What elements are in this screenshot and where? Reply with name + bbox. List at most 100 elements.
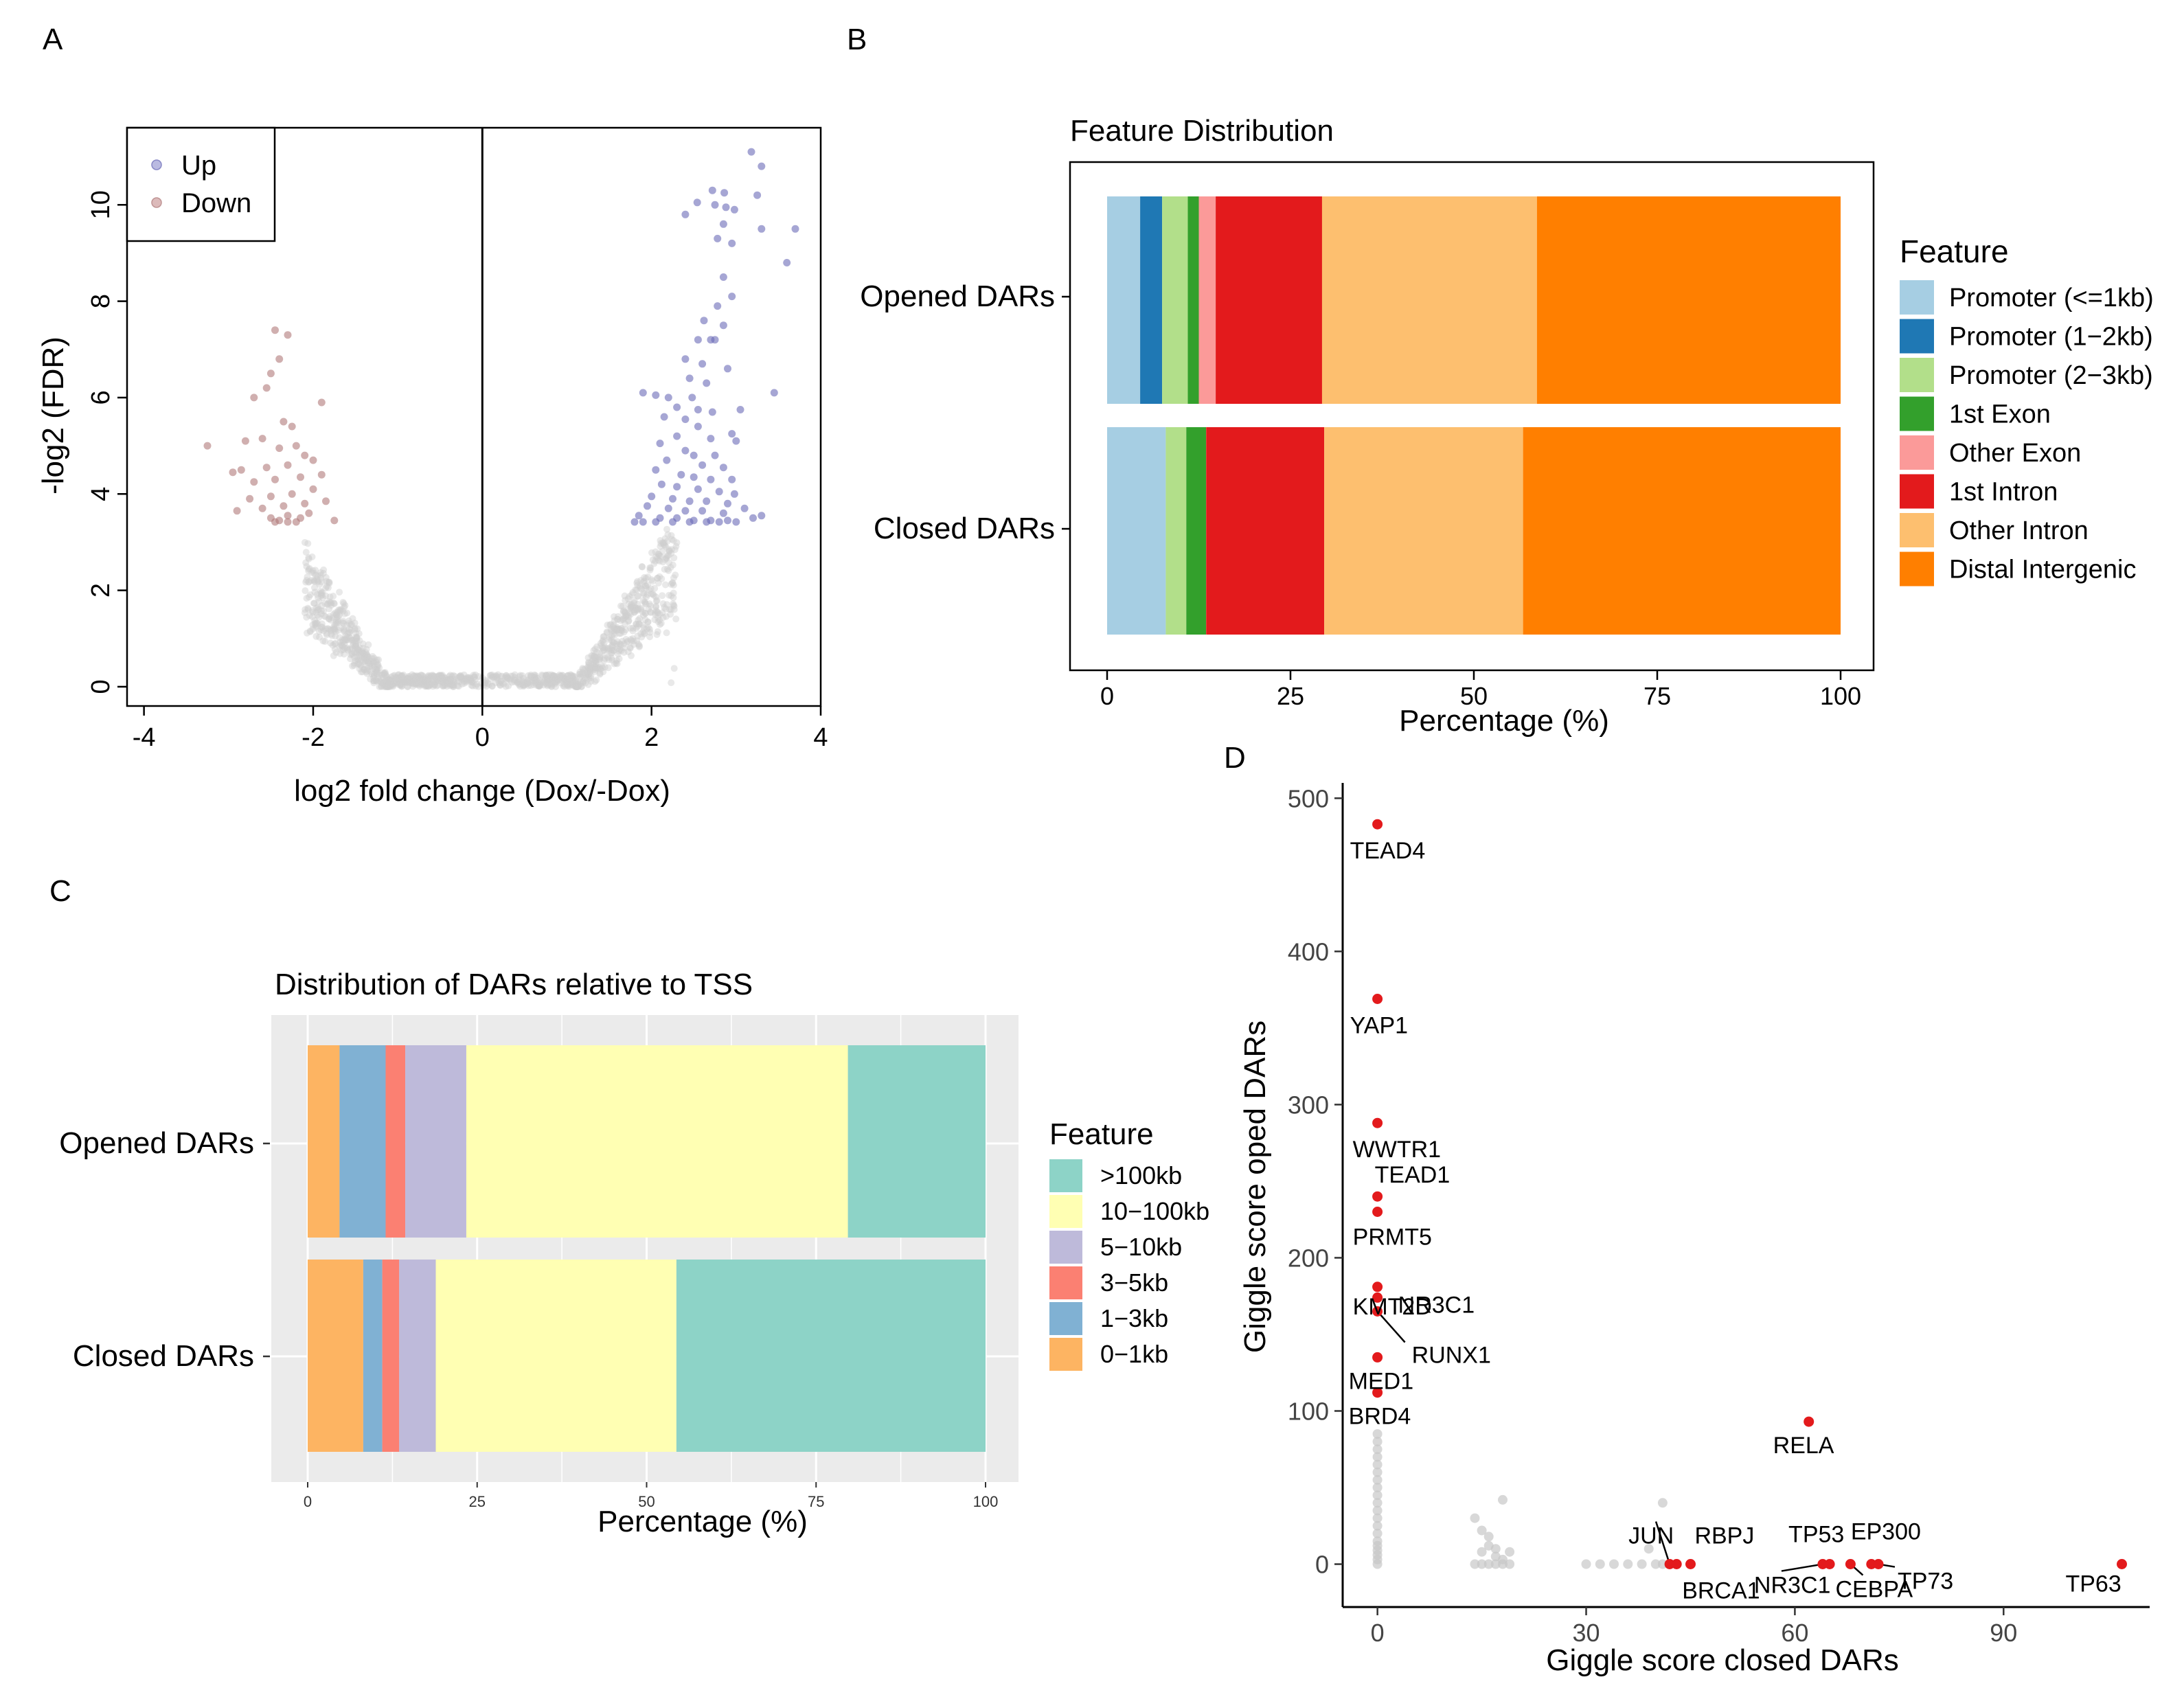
- volcano-point-ns: [522, 679, 529, 687]
- volcano-point-ns: [412, 680, 420, 687]
- volcano-point-ns: [438, 679, 446, 685]
- volcano-point-ns: [641, 610, 649, 617]
- volcano-point-down: [258, 435, 266, 443]
- volcano-point-down: [271, 475, 279, 483]
- volcano-point-ns: [327, 599, 334, 606]
- volcano-point-ns: [553, 679, 560, 686]
- volcano-point-ns: [380, 669, 387, 676]
- volcano-point-ns: [409, 679, 416, 686]
- volcano-point-ns: [573, 683, 581, 690]
- giggle-point-label: MED1: [1349, 1368, 1413, 1394]
- volcano-point-ns: [450, 678, 457, 685]
- volcano-point-ns: [347, 651, 354, 659]
- volcano-point-ns: [637, 630, 645, 637]
- volcano-point-ns: [642, 582, 650, 590]
- volcano-point-ns: [602, 652, 608, 659]
- feature-bar-segment: [1321, 196, 1537, 404]
- volcano-point-ns: [655, 614, 662, 622]
- volcano-point-ns: [582, 679, 589, 687]
- volcano-point-ns: [337, 641, 345, 648]
- volcano-point-ns: [380, 683, 388, 690]
- volcano-point-ns: [557, 679, 565, 687]
- volcano-point-ns: [639, 589, 647, 597]
- volcano-point-up: [690, 473, 698, 481]
- volcano-point-ns: [425, 679, 432, 686]
- feature-bar-segment: [1162, 196, 1188, 404]
- volcano-point-ns: [361, 666, 368, 673]
- volcano-point-up: [648, 492, 656, 501]
- volcano-point-ns: [355, 630, 363, 637]
- volcano-point-down: [280, 418, 288, 426]
- volcano-point-ns: [651, 584, 659, 592]
- volcano-point-ns: [376, 678, 383, 685]
- volcano-point-ns: [587, 667, 593, 674]
- volcano-point-ns: [525, 678, 533, 685]
- volcano-point-ns: [483, 683, 490, 690]
- volcano-point-ns: [563, 679, 571, 686]
- volcano-point-ns: [361, 661, 368, 668]
- volcano-point-ns: [573, 683, 580, 690]
- volcano-point-ns: [630, 608, 638, 616]
- volcano-point-ns: [581, 665, 589, 673]
- volcano-point-ns: [322, 592, 330, 600]
- volcano-point-ns: [646, 586, 653, 594]
- volcano-point-ns: [314, 620, 321, 628]
- volcano-point-ns: [369, 652, 376, 660]
- feature-legend-title: Feature: [1900, 234, 2009, 269]
- volcano-point-ns: [554, 676, 561, 683]
- volcano-point-ns: [633, 579, 641, 586]
- volcano-point-ns: [354, 646, 362, 653]
- volcano-point-ns: [637, 604, 645, 612]
- giggle-highlight-point: [1372, 819, 1383, 830]
- volcano-point-ns: [575, 682, 582, 690]
- volcano-point-ns: [548, 674, 556, 682]
- volcano-point-ns: [367, 660, 374, 668]
- feature-legend: Promoter (<=1kb)Promoter (1−2kb)Promoter…: [1900, 280, 2154, 586]
- volcano-point-ns: [551, 676, 559, 683]
- volcano-point-down: [322, 497, 330, 505]
- giggle-background-point: [1483, 1531, 1494, 1542]
- volcano-point-ns: [341, 604, 348, 611]
- giggle-point-label: RUNX1: [1412, 1343, 1491, 1369]
- volcano-point-ns: [611, 613, 617, 620]
- volcano-point-ns: [383, 673, 391, 681]
- volcano-point-ns: [405, 676, 412, 683]
- volcano-point-up: [711, 201, 719, 209]
- volcano-point-ns: [492, 674, 500, 681]
- giggle-y-tick-label: 100: [1288, 1397, 1329, 1425]
- volcano-point-ns: [342, 637, 350, 644]
- volcano-point-ns: [648, 549, 655, 556]
- volcano-point-ns: [470, 673, 478, 681]
- volcano-point-ns: [323, 601, 331, 608]
- volcano-point-down: [330, 516, 339, 525]
- volcano-point-ns: [576, 670, 584, 678]
- volcano-point-down: [271, 326, 279, 334]
- volcano-point-ns: [472, 671, 479, 679]
- volcano-point-ns: [425, 673, 433, 681]
- volcano-point-ns: [324, 600, 332, 607]
- volcano-point-ns: [538, 671, 545, 679]
- volcano-point-ns: [432, 678, 440, 685]
- volcano-point-ns: [350, 661, 358, 669]
- volcano-point-ns: [347, 621, 354, 628]
- volcano-point-ns: [579, 669, 587, 676]
- giggle-leader-line: [1654, 1521, 1671, 1564]
- volcano-point-ns: [404, 683, 411, 690]
- volcano-point-up: [719, 321, 727, 330]
- volcano-point-ns: [557, 672, 565, 680]
- volcano-point-ns: [424, 676, 432, 683]
- volcano-point-ns: [373, 670, 380, 678]
- volcano-point-ns: [469, 682, 477, 690]
- volcano-point-ns: [317, 626, 325, 633]
- volcano-point-ns: [532, 679, 540, 686]
- volcano-point-ns: [357, 668, 365, 676]
- volcano-point-ns: [387, 678, 395, 685]
- volcano-point-ns: [646, 564, 654, 571]
- volcano-point-ns: [673, 539, 681, 547]
- volcano-point-ns: [635, 592, 642, 600]
- giggle-background-point: [1498, 1494, 1508, 1505]
- volcano-point-ns: [593, 659, 600, 667]
- volcano-point-ns: [543, 678, 551, 685]
- volcano-point-ns: [420, 678, 428, 685]
- volcano-point-ns: [388, 681, 396, 688]
